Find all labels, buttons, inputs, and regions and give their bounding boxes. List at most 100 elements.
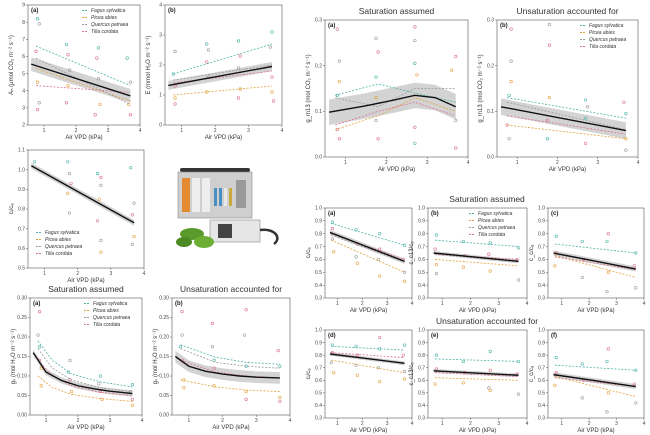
y-tick-label: 0.4 [418, 403, 425, 409]
data-point [433, 382, 437, 386]
legend-entry: Picea abies [478, 218, 504, 224]
x-axis-label: Air VPD (kPa) [350, 308, 387, 314]
x-axis-label: Air VPD (kPa) [459, 428, 496, 434]
data-point [39, 384, 43, 388]
overall-fit-line [433, 370, 519, 376]
data-point [129, 166, 133, 170]
panel-7: 1 2 3 4 0.3 0.4 0.5 0.6 0.7 0.8 0.9 1.0 Air VPD (kPa… [306, 206, 414, 314]
species-fit-line [331, 352, 405, 359]
y-axis-label: c_c13/cₐ [409, 362, 415, 386]
panel-label: (d) [328, 333, 336, 339]
y-tick-label: 0.10 [159, 374, 169, 380]
y-tick-label: 7 [22, 37, 25, 43]
data-point [130, 242, 134, 246]
data-point [434, 353, 439, 357]
x-tick-label: 3 [426, 160, 429, 166]
overall-fit-line [328, 94, 457, 113]
y-axis-label: E (mmol H₂O m⁻² s⁻¹) [146, 36, 152, 95]
y-tick-label: 1.0 [315, 206, 322, 212]
panel-title: Unsaturation accounted for [180, 284, 282, 294]
overall-fit-line [500, 106, 627, 132]
x-tick-label: 2 [361, 301, 364, 307]
data-point [69, 390, 74, 394]
data-point [37, 22, 41, 26]
panel-0: 1 2 3 4 2 3 4 5 6 7 8 9 Air VPD (kPa) Aₙ (μmol CO₂ m⁻… [9, 3, 142, 141]
data-point [355, 373, 359, 377]
data-point [268, 45, 272, 49]
data-point [236, 96, 241, 100]
data-point [130, 397, 134, 402]
data-point [212, 366, 216, 370]
x-tick-label: 1 [441, 301, 444, 307]
x-tick-label: 2 [556, 160, 559, 166]
data-point [236, 66, 241, 70]
data-point [487, 386, 491, 390]
data-point [553, 264, 557, 268]
y-tick-label: 0.3 [315, 296, 322, 302]
data-point [66, 83, 70, 88]
data-point [413, 125, 417, 129]
data-point [450, 68, 454, 72]
data-point [96, 46, 100, 50]
data-point [66, 53, 70, 57]
data-point [378, 379, 382, 384]
gas-exchange-device-photo [176, 168, 279, 248]
data-point [33, 160, 37, 164]
x-tick-label: 1 [560, 421, 563, 427]
data-point [210, 321, 215, 325]
species-fit-line [507, 115, 626, 135]
panel-1: 1 2 3 4 0 1 2 3 4 Air VPD (kPa) E (mmol H₂O m⁻² s⁻… [146, 3, 284, 141]
y-tick-label: 0.6 [315, 257, 322, 263]
x-tick-label: 3 [596, 160, 599, 166]
legend-entry: Tilia cordata [589, 44, 616, 50]
data-point [509, 27, 513, 31]
x-tick-label: 1 [43, 271, 46, 277]
legend-entry: Fagus sylvatica [589, 23, 624, 29]
x-tick-label: 2 [214, 128, 217, 134]
y-tick-label: 0.9 [418, 340, 425, 346]
x-tick-label: 1 [344, 160, 347, 166]
data-point [634, 368, 638, 372]
x-tick-label: 3 [109, 418, 112, 424]
overall-fit-line [168, 65, 273, 87]
y-tick-label: 0.6 [315, 378, 322, 384]
species-fit-line [180, 379, 280, 392]
data-point [507, 137, 511, 141]
data-point [127, 102, 131, 107]
y-tick-label: 0.30 [159, 296, 169, 302]
data-point [67, 68, 72, 72]
x-axis-label: Air VPD (kPa) [577, 428, 614, 434]
y-tick-label: 0.05 [17, 393, 27, 399]
y-tick-label: 0.0 [487, 155, 494, 161]
y-tick-label: 5 [22, 71, 25, 77]
x-tick-label: 4 [643, 421, 646, 427]
species-fit-line [554, 364, 636, 371]
group-title-saturation: Saturation assumed [449, 194, 525, 204]
x-tick-label: 4 [526, 421, 529, 427]
species-fit-line [507, 124, 626, 140]
legend-entry: Quercus petraea [478, 225, 515, 231]
data-point [330, 237, 335, 241]
y-tick-label: 0.8 [418, 353, 425, 359]
x-tick-label: 2 [77, 418, 80, 424]
x-tick-label: 1 [441, 421, 444, 427]
y-axis-label: c_c/cₐ [529, 244, 535, 261]
y-tick-label: 0.8 [538, 231, 545, 237]
data-point [413, 141, 417, 145]
data-point [605, 239, 609, 244]
x-tick-label: 2 [221, 418, 224, 424]
data-point [461, 239, 465, 244]
x-tick-label: 2 [469, 301, 472, 307]
data-point [545, 118, 549, 123]
data-point [402, 270, 407, 274]
x-tick-label: 3 [497, 301, 500, 307]
y-tick-label: 0.9 [315, 340, 322, 346]
data-point [68, 358, 72, 363]
data-point [378, 335, 382, 340]
panel-title: Saturation assumed [48, 284, 124, 294]
data-point [130, 382, 134, 387]
data-point [632, 382, 637, 386]
data-point [95, 219, 100, 223]
data-point [205, 60, 209, 64]
y-tick-label: 1.0 [418, 206, 425, 212]
